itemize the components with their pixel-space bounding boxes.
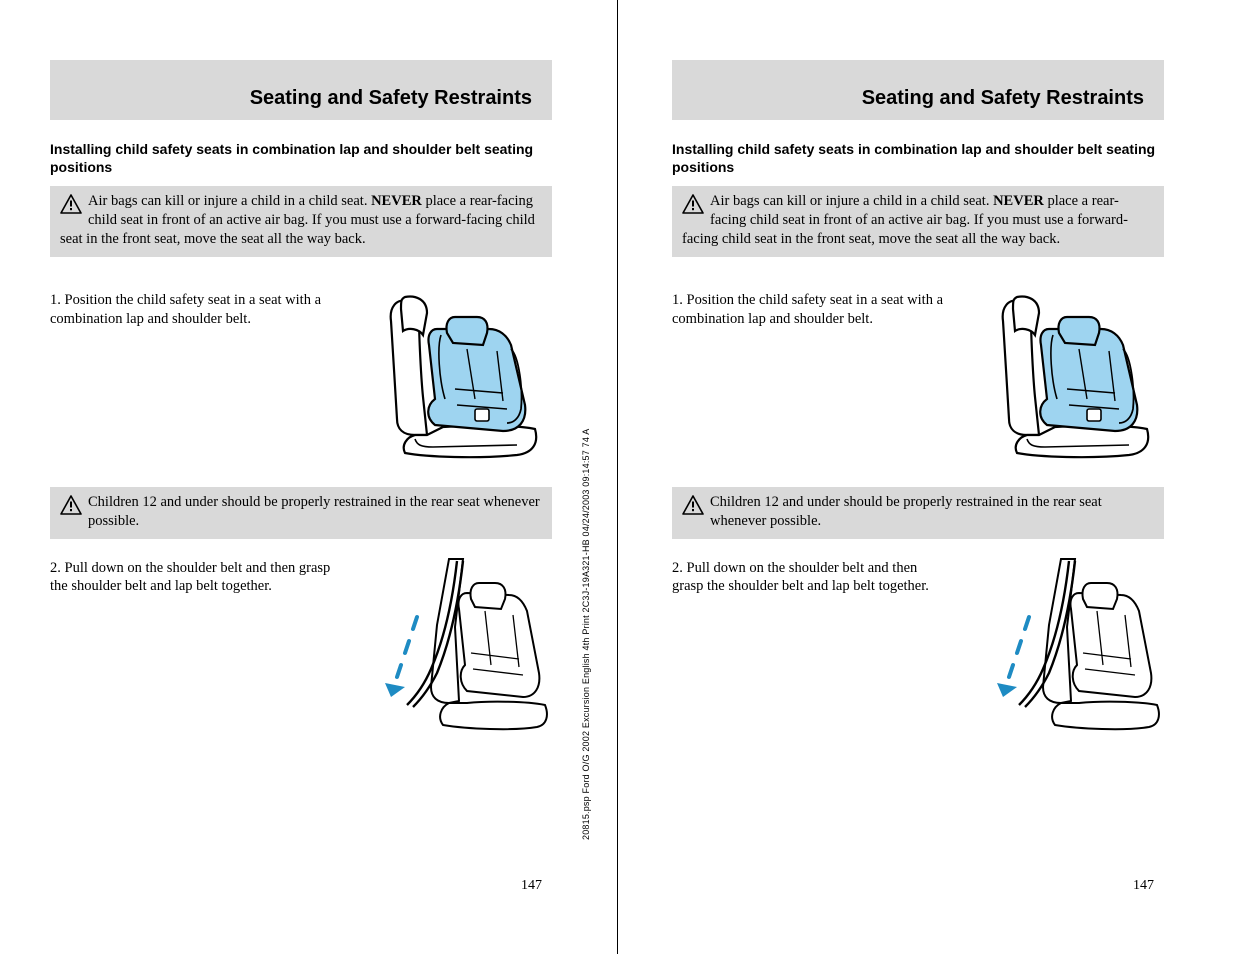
step-2-row: 2. Pull down on the shoulder belt and th… xyxy=(672,557,1164,752)
warning-triangle-icon xyxy=(682,194,704,219)
warning-text-2: Children 12 and under should be properly… xyxy=(710,494,1102,529)
header-band: Seating and Safety Restraints xyxy=(672,60,1164,120)
header-band: Seating and Safety Restraints xyxy=(50,60,552,120)
section-title: Seating and Safety Restraints xyxy=(862,87,1144,110)
step-1-text: 1. Position the child safety seat in a s… xyxy=(672,289,949,329)
warning-triangle-icon xyxy=(60,495,82,520)
subheading: Installing child safety seats in combina… xyxy=(50,140,552,176)
step-1-row: 1. Position the child safety seat in a s… xyxy=(672,289,1164,469)
warn1-pre: Air bags can kill or injure a child in a… xyxy=(710,193,993,209)
step-2-text: 2. Pull down on the shoulder belt and th… xyxy=(50,557,337,597)
warning-box-2: Children 12 and under should be properly… xyxy=(672,487,1164,539)
step-2-text: 2. Pull down on the shoulder belt and th… xyxy=(672,557,949,597)
step-1-row: 1. Position the child safety seat in a s… xyxy=(50,289,552,469)
page-left: Seating and Safety Restraints Installing… xyxy=(0,0,617,954)
page-number: 147 xyxy=(521,878,542,894)
step-2-row: 2. Pull down on the shoulder belt and th… xyxy=(50,557,552,752)
warning-triangle-icon xyxy=(60,194,82,219)
warning-box-1: Air bags can kill or injure a child in a… xyxy=(672,186,1164,257)
page-divider xyxy=(617,0,618,954)
step-1-illustration xyxy=(367,289,552,469)
warn1-pre: Air bags can kill or injure a child in a… xyxy=(88,193,371,209)
step-1-illustration xyxy=(979,289,1164,469)
warning-text-1: Air bags can kill or injure a child in a… xyxy=(682,193,1128,247)
two-page-spread: Seating and Safety Restraints Installing… xyxy=(0,0,1235,954)
section-title: Seating and Safety Restraints xyxy=(250,87,532,110)
warn1-bold: NEVER xyxy=(371,193,422,209)
warn1-bold: NEVER xyxy=(993,193,1044,209)
step-2-illustration xyxy=(367,557,552,752)
subheading: Installing child safety seats in combina… xyxy=(672,140,1164,176)
warning-triangle-icon xyxy=(682,495,704,520)
step-1-text: 1. Position the child safety seat in a s… xyxy=(50,289,337,329)
page-number: 147 xyxy=(1133,878,1154,894)
warning-text-2: Children 12 and under should be properly… xyxy=(88,494,540,529)
page-right: Seating and Safety Restraints Installing… xyxy=(617,0,1234,954)
spine-metadata: 20815.psp Ford O/G 2002 Excursion Englis… xyxy=(581,429,591,840)
warning-box-2: Children 12 and under should be properly… xyxy=(50,487,552,539)
warning-text-1: Air bags can kill or injure a child in a… xyxy=(60,193,535,247)
step-2-illustration xyxy=(979,557,1164,752)
warning-box-1: Air bags can kill or injure a child in a… xyxy=(50,186,552,257)
